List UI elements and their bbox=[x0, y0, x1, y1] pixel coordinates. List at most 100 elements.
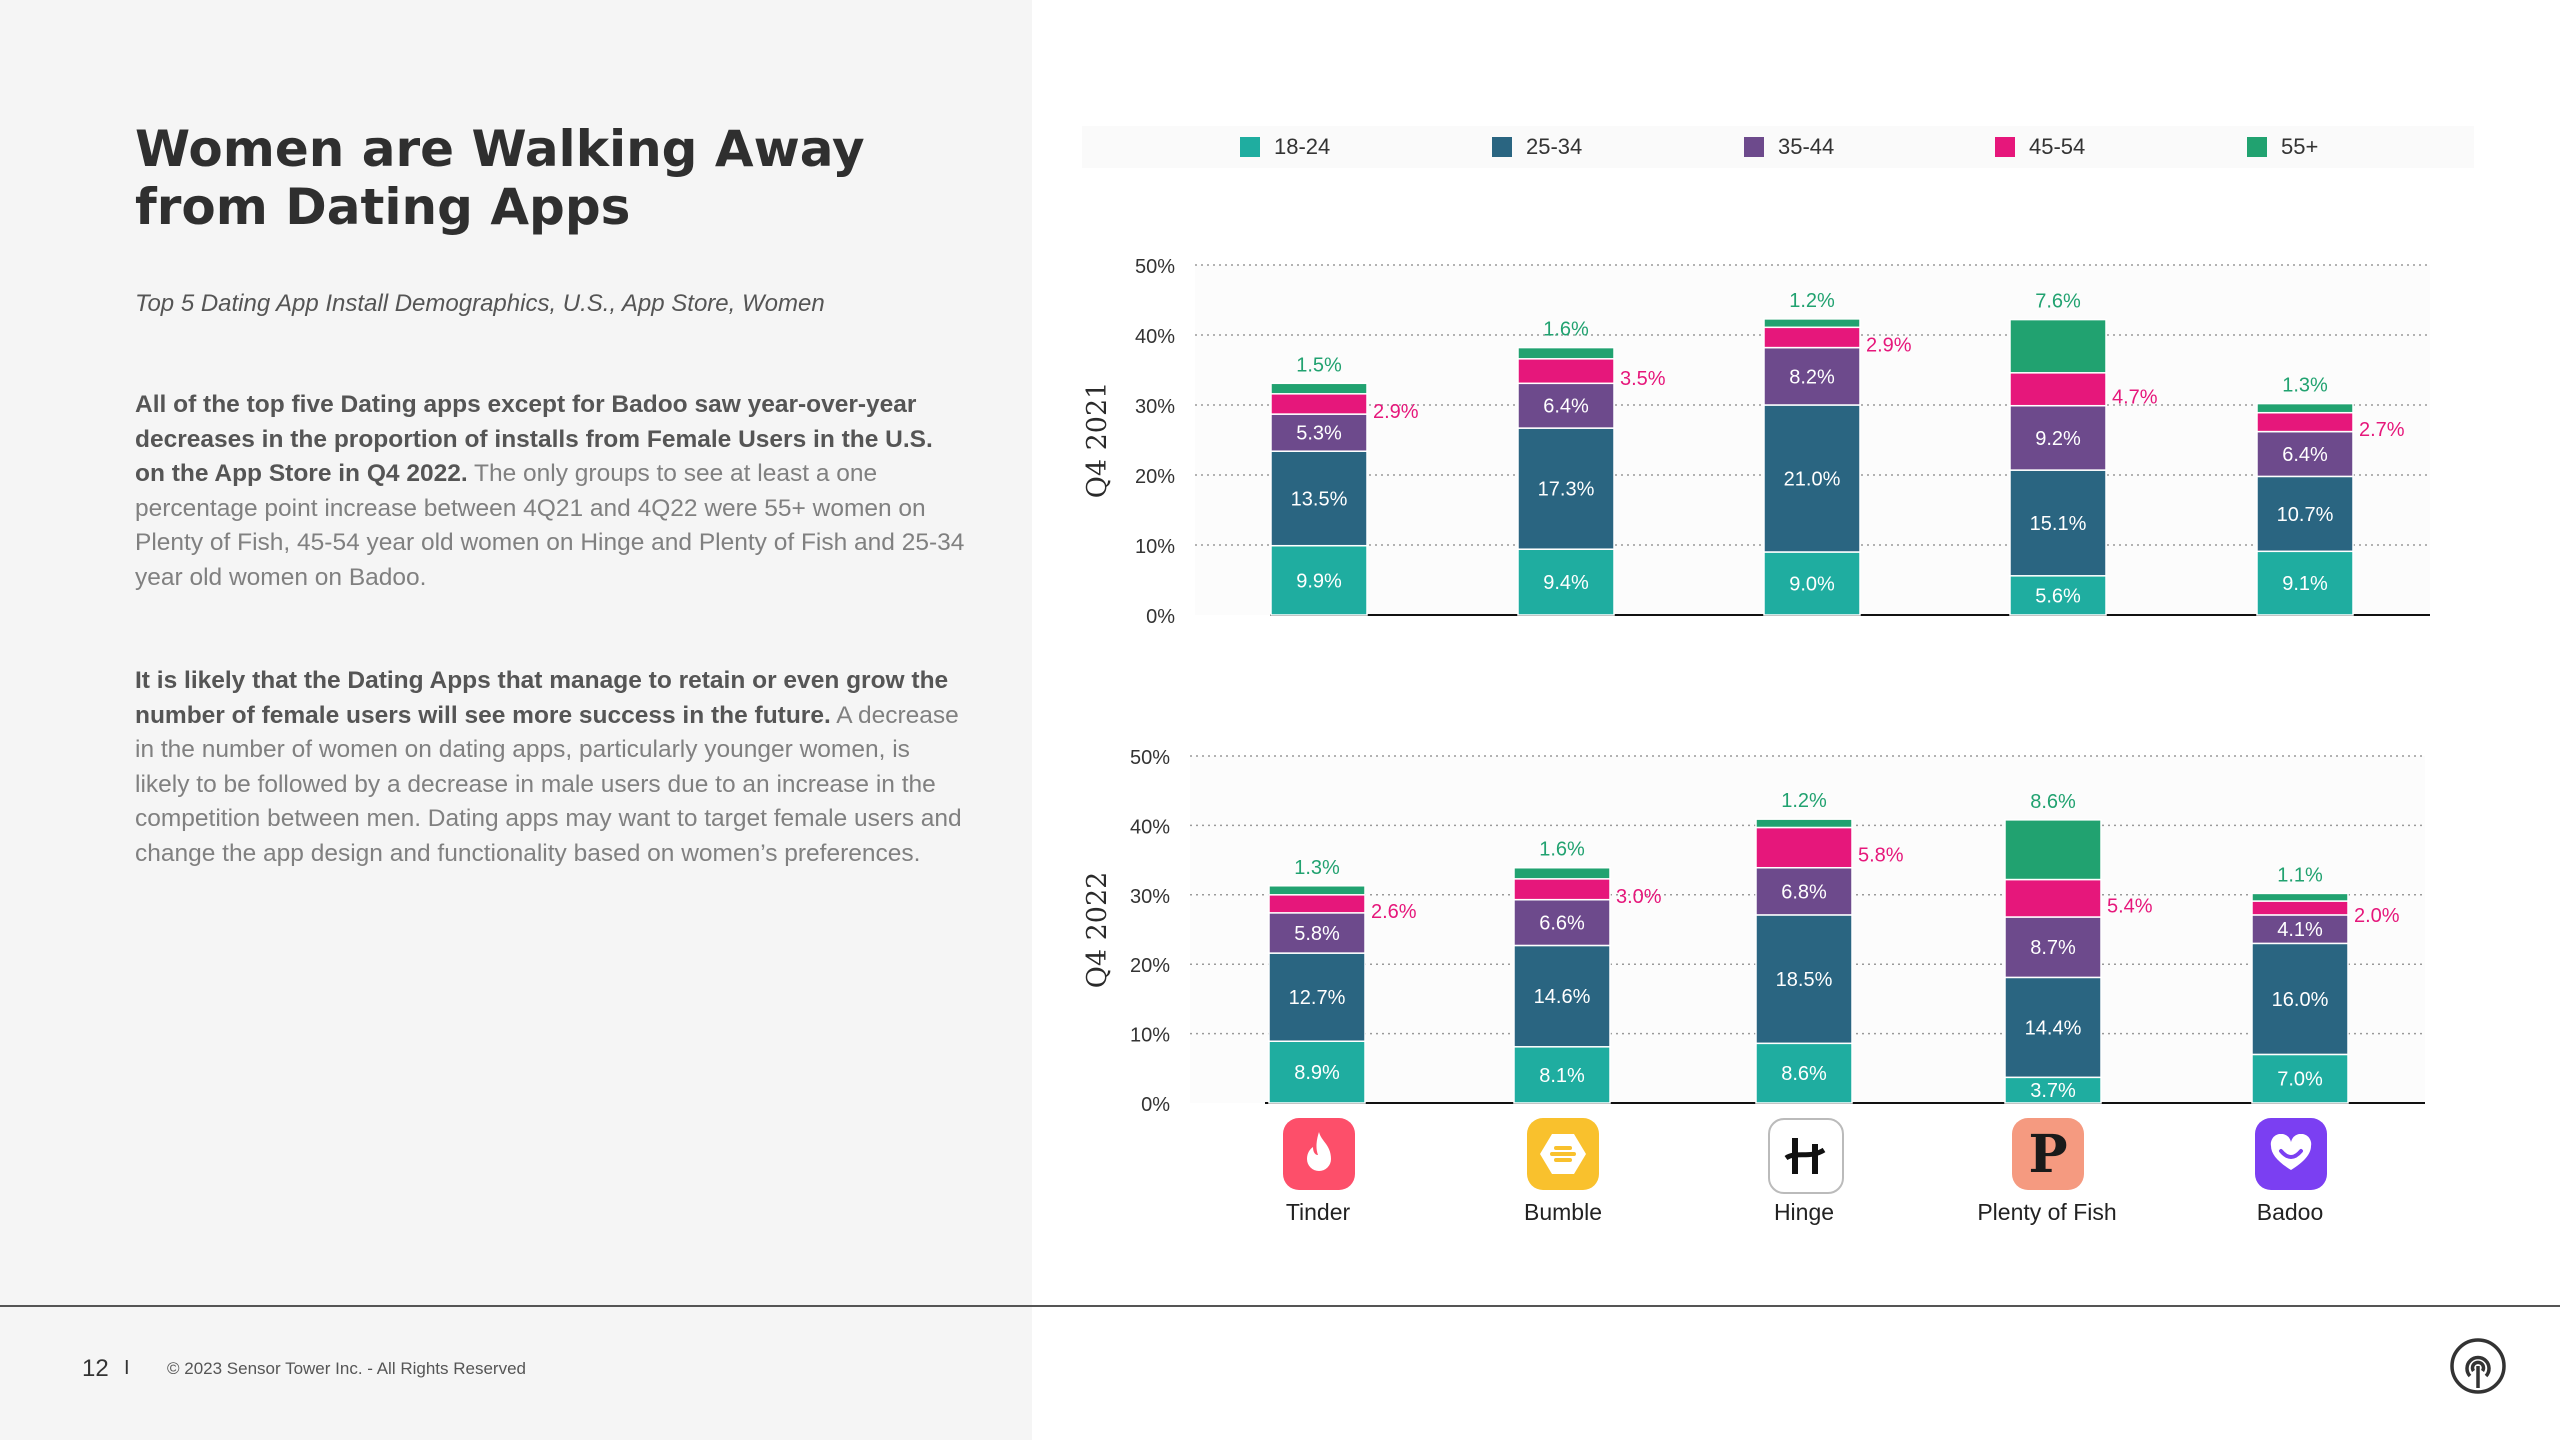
data-label-bumble-55: 1.6% bbox=[1543, 319, 1589, 341]
app-name-label: Tinder bbox=[1285, 1199, 1351, 1225]
bar-segment-bumble-18-24 bbox=[1513, 1046, 1611, 1104]
chart-legend: 18-24 25-34 35-44 45-54 55+ bbox=[1082, 126, 2474, 168]
data-label-bumble-35-44: 6.4% bbox=[1543, 396, 1589, 418]
bar-segment-badoo-25-34 bbox=[2256, 475, 2354, 553]
y-tick-label: 20% bbox=[1135, 466, 1175, 488]
bar-segment-plenty-of-fish-55 bbox=[2009, 318, 2107, 374]
bar-segment-plenty-of-fish-18-24 bbox=[2009, 575, 2107, 616]
bar-segment-plenty-of-fish-25-34 bbox=[2004, 976, 2102, 1079]
copyright-notice: © 2023 Sensor Tower Inc. - All Rights Re… bbox=[167, 1359, 526, 1378]
bar-segment-plenty-of-fish-35-44 bbox=[2004, 916, 2102, 979]
page-number: 12 bbox=[82, 1355, 109, 1382]
legend-swatch bbox=[1492, 137, 1512, 157]
summary-paragraph-2-text: A decrease in the number of women on dat… bbox=[135, 701, 962, 867]
data-label-plenty-of-fish-35-44: 8.7% bbox=[2030, 937, 2076, 959]
y-tick-label: 0% bbox=[1141, 1094, 1170, 1116]
chart-panel-q4-2021: 0% 10% 20% 30% 40% 50% Q4 2021 9.9% 13.5% 5.3% 2.9… bbox=[1082, 256, 2430, 628]
legend-item-45-54: 45-54 bbox=[1995, 134, 2085, 160]
bar-segment-plenty-of-fish-55 bbox=[2004, 819, 2102, 881]
data-label-badoo-25-34: 10.7% bbox=[2277, 504, 2334, 526]
legend-swatch bbox=[2247, 137, 2267, 157]
bar-segment-hinge-25-34 bbox=[1755, 914, 1853, 1045]
data-label-badoo-35-44: 6.4% bbox=[2282, 444, 2328, 466]
data-label-bumble-55: 1.6% bbox=[1539, 839, 1585, 861]
data-label-hinge-18-24: 8.6% bbox=[1781, 1063, 1827, 1085]
y-tick-label: 40% bbox=[1130, 816, 1170, 838]
data-label-badoo-45-54: 2.0% bbox=[2354, 905, 2400, 927]
bar-segment-badoo-18-24 bbox=[2256, 550, 2354, 616]
summary-paragraph-2-bold: It is likely that the Dating Apps that m… bbox=[135, 667, 949, 729]
bar-segment-tinder-25-34 bbox=[1268, 952, 1366, 1042]
data-label-badoo-18-24: 7.0% bbox=[2277, 1069, 2323, 1091]
bar-segment-bumble-25-34 bbox=[1513, 944, 1611, 1048]
bar-segment-bumble-35-44 bbox=[1517, 382, 1615, 429]
legend-label: 25-34 bbox=[1526, 134, 1583, 159]
data-label-plenty-of-fish-55: 7.6% bbox=[2035, 291, 2081, 313]
y-tick-label: 20% bbox=[1130, 955, 1170, 977]
bar-segment-hinge-45-54 bbox=[1755, 826, 1853, 869]
y-tick-label: 40% bbox=[1135, 326, 1175, 348]
data-label-plenty-of-fish-25-34: 15.1% bbox=[2030, 513, 2087, 535]
bar-segment-tinder-18-24 bbox=[1270, 544, 1368, 616]
data-label-tinder-55: 1.5% bbox=[1296, 354, 1342, 376]
data-label-tinder-25-34: 13.5% bbox=[1291, 488, 1348, 510]
y-tick-label: 10% bbox=[1130, 1025, 1170, 1047]
data-label-hinge-18-24: 9.0% bbox=[1789, 574, 1835, 596]
plenty-of-fish-p-icon: P bbox=[2012, 1118, 2084, 1190]
data-label-plenty-of-fish-25-34: 14.4% bbox=[2025, 1017, 2082, 1039]
app-name-label: Hinge bbox=[1773, 1199, 1835, 1225]
bar-segment-badoo-35-44 bbox=[2251, 914, 2349, 945]
data-label-tinder-25-34: 12.7% bbox=[1289, 987, 1346, 1009]
legend-label: 55+ bbox=[2281, 134, 2319, 159]
data-label-plenty-of-fish-45-54: 4.7% bbox=[2112, 386, 2158, 408]
data-label-tinder-35-44: 5.3% bbox=[1296, 423, 1342, 445]
bar-segment-tinder-45-54 bbox=[1270, 393, 1368, 415]
data-label-bumble-45-54: 3.0% bbox=[1616, 886, 1662, 908]
bar-segment-plenty-of-fish-45-54 bbox=[2004, 878, 2102, 918]
bar-segment-tinder-55 bbox=[1268, 885, 1366, 896]
data-label-badoo-35-44: 4.1% bbox=[2277, 919, 2323, 941]
y-tick-label: 10% bbox=[1135, 536, 1175, 558]
data-label-tinder-18-24: 9.9% bbox=[1296, 570, 1342, 592]
y-tick-label: 30% bbox=[1130, 886, 1170, 908]
badoo-heart-icon bbox=[2255, 1118, 2327, 1190]
bar-segment-plenty-of-fish-25-34 bbox=[2009, 469, 2107, 577]
bar-segment-bumble-25-34 bbox=[1517, 427, 1615, 550]
data-label-badoo-55: 1.3% bbox=[2282, 375, 2328, 397]
data-label-badoo-45-54: 2.7% bbox=[2359, 419, 2405, 441]
bar-segment-bumble-55 bbox=[1517, 346, 1615, 360]
bar-segment-hinge-35-44 bbox=[1763, 346, 1861, 406]
bar-segment-bumble-18-24 bbox=[1517, 548, 1615, 616]
data-label-hinge-45-54: 5.8% bbox=[1858, 845, 1904, 867]
data-label-hinge-25-34: 18.5% bbox=[1776, 969, 1833, 991]
data-label-plenty-of-fish-18-24: 3.7% bbox=[2030, 1080, 2076, 1102]
chart-panel-q4-2022: 0% 10% 20% 30% 40% 50% Q4 2022 8.9% 12.7% 5.8% 2.6… bbox=[1082, 747, 2425, 1116]
bar-segment-hinge-55 bbox=[1755, 818, 1853, 829]
bar-segment-tinder-45-54 bbox=[1268, 894, 1366, 914]
data-label-badoo-55: 1.1% bbox=[2277, 864, 2323, 886]
y-tick-label: 0% bbox=[1146, 606, 1175, 628]
summary-paragraph-1: All of the top five Dating apps except f… bbox=[135, 388, 965, 595]
legend-swatch bbox=[1995, 137, 2015, 157]
legend-item-18-24: 18-24 bbox=[1240, 134, 1330, 160]
page-title: Women are Walking Away from Dating Apps bbox=[135, 120, 865, 236]
y-tick-label: 30% bbox=[1135, 396, 1175, 418]
summary-paragraph-2: It is likely that the Dating Apps that m… bbox=[135, 664, 965, 871]
bar-segment-badoo-18-24 bbox=[2251, 1053, 2349, 1104]
y-tick-label: 50% bbox=[1130, 747, 1170, 769]
bar-segment-hinge-35-44 bbox=[1755, 866, 1853, 916]
legend-item-35-44: 35-44 bbox=[1744, 134, 1834, 160]
data-label-tinder-45-54: 2.9% bbox=[1373, 401, 1419, 423]
bar-segment-hinge-45-54 bbox=[1763, 326, 1861, 349]
bar-segment-bumble-45-54 bbox=[1513, 878, 1611, 901]
bar-segment-tinder-55 bbox=[1270, 382, 1368, 395]
legend-item-25-34: 25-34 bbox=[1492, 134, 1582, 160]
chart-subtitle: Top 5 Dating App Install Demographics, U… bbox=[135, 290, 825, 317]
y-tick-label: 50% bbox=[1135, 256, 1175, 278]
bar-segment-badoo-45-54 bbox=[2251, 900, 2349, 916]
bar-segment-plenty-of-fish-45-54 bbox=[2009, 372, 2107, 407]
data-label-bumble-18-24: 8.1% bbox=[1539, 1065, 1585, 1087]
bar-segment-bumble-35-44 bbox=[1513, 898, 1611, 947]
bar-segment-hinge-18-24 bbox=[1763, 551, 1861, 616]
data-label-hinge-35-44: 6.8% bbox=[1781, 881, 1827, 903]
